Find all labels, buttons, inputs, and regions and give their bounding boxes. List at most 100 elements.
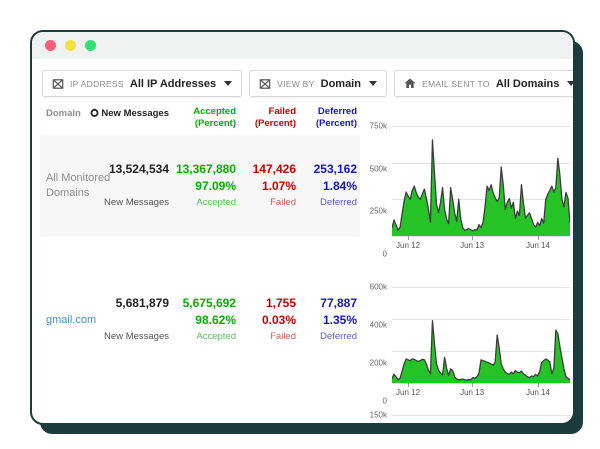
gridline: [392, 415, 570, 416]
area-series: [392, 287, 570, 383]
x-tick-label: Jun 12: [396, 241, 421, 250]
failed-cell: 147,426 1.07% Failed: [233, 162, 296, 210]
deferred-value: 253,162: [313, 162, 357, 176]
minimize-window-icon[interactable]: [65, 40, 76, 51]
maximize-window-icon[interactable]: [85, 40, 96, 51]
axis-tick: [472, 383, 474, 387]
view-by-label: VIEW BY: [277, 78, 315, 89]
area-series: [392, 126, 570, 236]
x-tick-label: Jun 14: [525, 241, 550, 250]
plot-area: [392, 126, 570, 240]
axis-tick: [408, 236, 410, 240]
new-messages-cell: 5,681,879 New Messages: [79, 296, 169, 344]
deferred-percent: 1.84%: [322, 179, 357, 193]
failed-percent: 1.07%: [261, 179, 296, 193]
new-messages-value: 13,524,534: [108, 162, 169, 176]
axis-tick: [408, 383, 410, 387]
axis-tick: [537, 383, 539, 387]
y-axis-labels: 150k: [364, 411, 392, 423]
deferred-value: 77,887: [320, 296, 357, 310]
ip-address-label: IP ADDRESS: [70, 78, 124, 89]
failed-label: Failed: [270, 197, 296, 208]
accepted-value: 5,675,692: [182, 296, 236, 310]
accepted-percent: 97.09%: [195, 179, 236, 193]
accepted-label: Accepted: [196, 331, 236, 342]
table-row: All Monitored Domains 13,524,534 New Mes…: [40, 135, 360, 237]
home-icon: [404, 78, 416, 89]
gridline: [392, 318, 570, 320]
app-window: IP ADDRESS All IP Addresses VIEW BY Doma…: [30, 30, 575, 425]
x-tick-label: Jun 12: [396, 388, 421, 397]
deferred-cell: 253,162 1.84% Deferred: [293, 162, 357, 210]
column-header-new-messages[interactable]: New Messages: [79, 108, 169, 121]
deferred-percent: 1.35%: [322, 313, 357, 327]
plot-area: [392, 415, 570, 423]
y-tick-label: 0: [382, 396, 387, 406]
axis-tick: [472, 236, 474, 240]
gridline: [392, 162, 570, 164]
chevron-down-icon: [567, 81, 573, 86]
table-header-row: Domain New Messages Accepted (Percent) Fa…: [32, 106, 362, 130]
view-by-value: Domain: [320, 77, 361, 90]
domain-cell: All Monitored Domains: [46, 172, 111, 199]
area-chart-gmail-com: 600k 400k 200k 0 Jun 12 Jun 13 Jun 14: [364, 283, 570, 406]
area-chart-partial: 150k: [364, 411, 570, 423]
ip-address-dropdown[interactable]: IP ADDRESS All IP Addresses: [42, 70, 243, 97]
y-tick-label: 150k: [369, 410, 387, 420]
column-header-failed[interactable]: Failed (Percent): [254, 106, 296, 129]
y-tick-label: 250k: [369, 206, 387, 216]
window-titlebar: [32, 32, 573, 59]
gridline: [392, 383, 570, 384]
x-tick-label: Jun 13: [460, 241, 485, 250]
x-axis-labels: Jun 12 Jun 13 Jun 14: [392, 388, 570, 401]
email-sent-to-dropdown[interactable]: EMAIL SENT TO All Domains: [393, 70, 573, 97]
y-axis-labels: 750k 500k 250k 0: [364, 122, 392, 259]
area-chart-all-monitored-domains: 750k 500k 250k 0 Jun 12 Jun 13 Jun 14: [364, 122, 570, 259]
column-header-deferred[interactable]: Deferred (Percent): [315, 106, 357, 129]
accepted-value: 13,367,880: [175, 162, 236, 176]
view-by-dropdown[interactable]: VIEW BY Domain: [249, 70, 387, 97]
y-tick-label: 400k: [369, 320, 387, 330]
y-tick-label: 600k: [369, 282, 387, 292]
failed-label: Failed: [270, 331, 296, 342]
failed-value: 1,755: [265, 296, 296, 310]
deferred-label: Deferred: [320, 197, 357, 208]
new-messages-label: New Messages: [104, 197, 169, 208]
failed-cell: 1,755 0.03% Failed: [233, 296, 296, 344]
clock-icon: [90, 108, 99, 121]
filter-toolbar: IP ADDRESS All IP Addresses VIEW BY Doma…: [42, 70, 573, 97]
y-tick-label: 500k: [369, 164, 387, 174]
axis-tick: [537, 236, 539, 240]
x-tick-label: Jun 14: [525, 388, 550, 397]
gridline: [392, 236, 570, 237]
column-header-accepted[interactable]: Accepted (Percent): [193, 106, 236, 129]
email-sent-to-label: EMAIL SENT TO: [421, 78, 490, 89]
frame-icon: [259, 78, 271, 90]
new-messages-value: 5,681,879: [115, 296, 169, 310]
deferred-label: Deferred: [320, 331, 357, 342]
domain-link[interactable]: gmail.com: [46, 313, 97, 326]
x-axis-labels: Jun 12 Jun 13 Jun 14: [392, 241, 570, 254]
chevron-down-icon: [224, 81, 233, 86]
new-messages-label: New Messages: [104, 331, 169, 342]
table-row: gmail.com 5,681,879 New Messages 5,675,6…: [40, 269, 360, 371]
gridline: [392, 287, 570, 288]
y-axis-labels: 600k 400k 200k 0: [364, 283, 392, 406]
y-tick-label: 750k: [369, 121, 387, 131]
accepted-cell: 5,675,692 98.62% Accepted: [166, 296, 236, 344]
failed-value: 147,426: [252, 162, 296, 176]
gridline: [392, 126, 570, 127]
y-tick-label: 0: [382, 249, 387, 259]
deferred-cell: 77,887 1.35% Deferred: [293, 296, 357, 344]
close-window-icon[interactable]: [45, 40, 56, 51]
accepted-cell: 13,367,880 97.09% Accepted: [166, 162, 236, 210]
ip-address-value: All IP Addresses: [129, 77, 217, 90]
column-header-domain[interactable]: Domain: [46, 108, 81, 119]
charts-column: 750k 500k 250k 0 Jun 12 Jun 13 Jun 14 600k 400…: [364, 122, 570, 423]
y-tick-label: 200k: [369, 358, 387, 368]
chevron-down-icon: [368, 81, 377, 86]
failed-percent: 0.03%: [261, 313, 296, 327]
accepted-label: Accepted: [196, 197, 236, 208]
new-messages-cell: 13,524,534 New Messages: [79, 162, 169, 210]
